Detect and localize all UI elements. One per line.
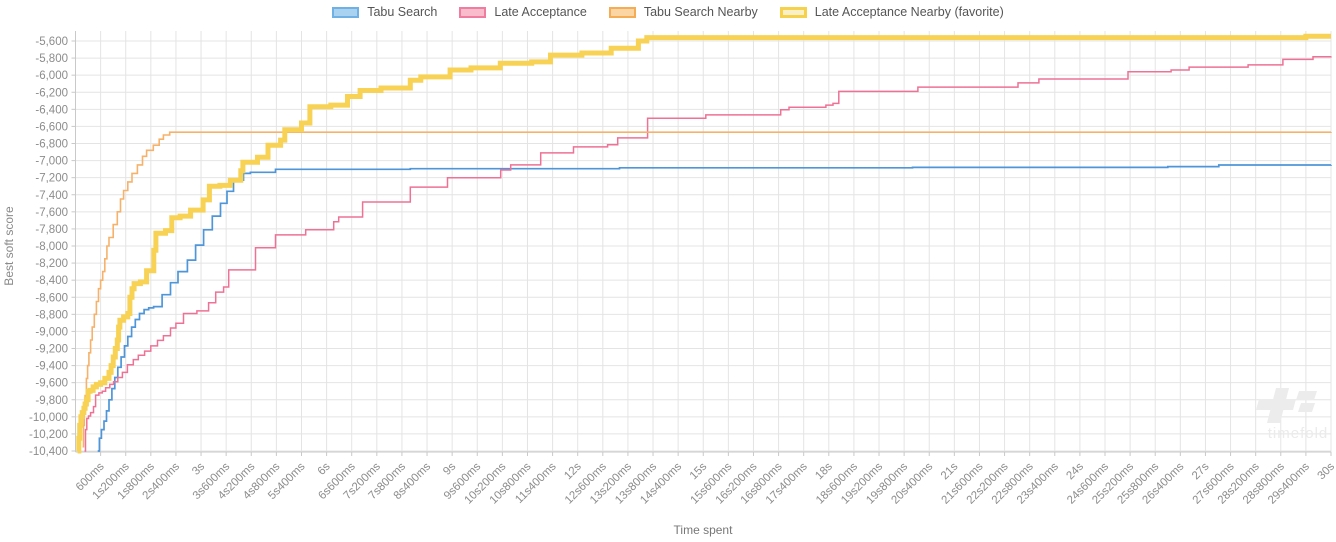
svg-text:-6,400: -6,400 <box>35 104 68 116</box>
legend-item-late-acceptance-nearby-favorite[interactable]: Late Acceptance Nearby (favorite) <box>779 5 1004 19</box>
svg-text:-7,600: -7,600 <box>35 207 68 219</box>
legend-swatch-icon <box>608 6 636 18</box>
y-axis-title: Best soft score <box>2 206 16 286</box>
svg-text:-8,800: -8,800 <box>35 309 68 321</box>
svg-text:9s: 9s <box>441 460 458 477</box>
svg-text:-8,600: -8,600 <box>35 292 68 304</box>
legend-swatch-icon <box>332 6 360 18</box>
legend-swatch-icon <box>459 6 487 18</box>
series-line-tabu-search-nearby <box>82 131 1332 448</box>
svg-text:-8,400: -8,400 <box>35 275 68 287</box>
chart-legend: Tabu Search Late Acceptance Tabu Search Ne… <box>0 5 1336 19</box>
legend-item-late-acceptance[interactable]: Late Acceptance <box>459 5 587 19</box>
svg-text:-7,800: -7,800 <box>35 224 68 236</box>
svg-text:-7,400: -7,400 <box>35 190 68 202</box>
svg-text:-10,200: -10,200 <box>29 429 68 441</box>
series-line-late-acceptance-nearby-favorite <box>76 33 1331 454</box>
watermark-label: timefold <box>1267 425 1329 442</box>
svg-text:-10,000: -10,000 <box>29 412 68 424</box>
legend-label: Tabu Search Nearby <box>643 5 758 19</box>
legend-label: Late Acceptance Nearby (favorite) <box>814 5 1004 19</box>
svg-text:-6,800: -6,800 <box>35 139 68 151</box>
legend-item-tabu-search[interactable]: Tabu Search <box>332 5 437 19</box>
svg-text:-7,200: -7,200 <box>35 173 68 185</box>
svg-text:-8,000: -8,000 <box>35 241 68 253</box>
svg-text:-5,600: -5,600 <box>35 36 68 48</box>
legend-item-tabu-search-nearby[interactable]: Tabu Search Nearby <box>608 5 758 19</box>
series-line-tabu-search <box>97 164 1332 452</box>
legend-label: Late Acceptance <box>494 5 587 19</box>
grid-lines <box>75 31 1332 452</box>
legend-label: Tabu Search <box>367 5 438 19</box>
svg-text:-6,000: -6,000 <box>35 70 68 82</box>
legend-swatch-icon <box>779 6 807 18</box>
watermark-logo-icon <box>1256 388 1317 423</box>
y-axis-labels: -5,600 -5,800 -6,000 -6,200 -6,400 -6,600 -6,8… <box>29 36 68 458</box>
svg-text:6s: 6s <box>316 460 333 477</box>
svg-text:-7,000: -7,000 <box>35 156 68 168</box>
svg-text:-10,400: -10,400 <box>29 446 68 458</box>
svg-text:-9,400: -9,400 <box>35 361 68 373</box>
svg-text:-6,200: -6,200 <box>35 87 68 99</box>
x-axis-title: Time spent <box>673 523 733 537</box>
svg-text:-8,200: -8,200 <box>35 258 68 270</box>
svg-text:3s: 3s <box>190 460 207 477</box>
axes <box>71 31 1332 456</box>
svg-text:-9,000: -9,000 <box>35 326 68 338</box>
svg-text:-9,600: -9,600 <box>35 378 68 390</box>
svg-text:-6,600: -6,600 <box>35 121 68 133</box>
svg-text:30s: 30s <box>1316 460 1336 482</box>
svg-text:-9,200: -9,200 <box>35 344 68 356</box>
svg-text:-9,800: -9,800 <box>35 395 68 407</box>
svg-text:-5,800: -5,800 <box>35 53 68 65</box>
series-line-late-acceptance <box>84 56 1332 452</box>
